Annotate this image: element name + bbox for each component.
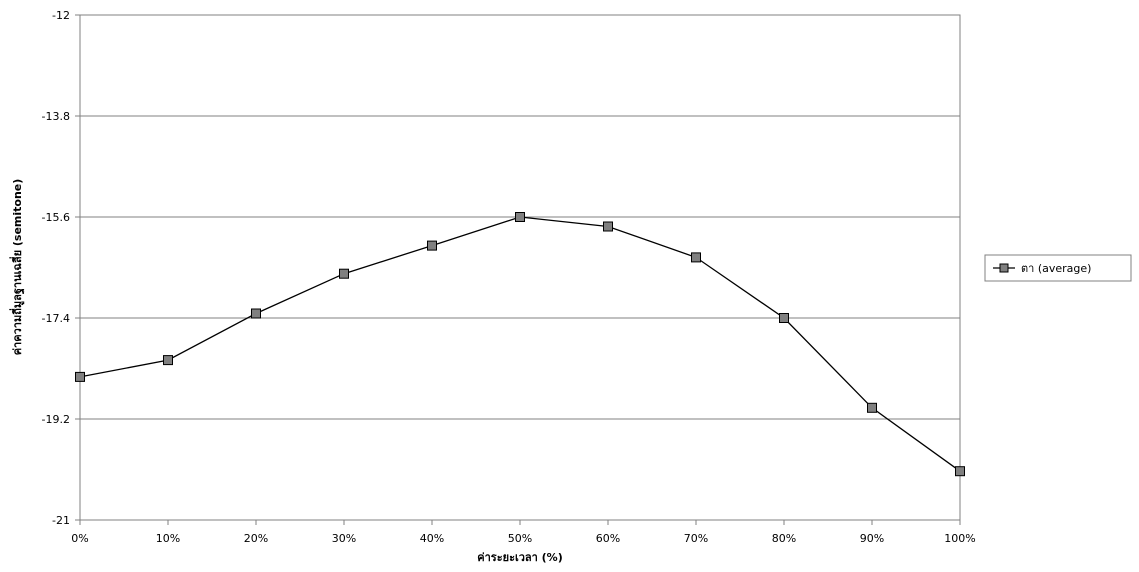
data-point: [867, 402, 877, 413]
x-tick-label: 80%: [772, 532, 796, 545]
data-point: [955, 466, 965, 477]
data-point: [339, 268, 349, 279]
data-point: [251, 308, 261, 319]
legend: ตา (average): [984, 254, 1132, 282]
data-point: [603, 221, 613, 232]
data-point: [515, 212, 525, 222]
y-tick-label: -17.4: [42, 312, 70, 325]
series-group: [75, 212, 965, 477]
x-tick-label: 100%: [944, 532, 975, 545]
legend-label: ตา (average): [1021, 262, 1091, 275]
data-point: [779, 313, 789, 323]
y-axis-title: ค่าความถี่มูลฐานเฉลี่ย (semitone): [9, 179, 25, 356]
y-tick-label: -21: [52, 514, 70, 527]
x-axis-title: ค่าระยะเวลา (%): [477, 551, 562, 564]
x-tick-label: 60%: [596, 532, 620, 545]
x-tick-label: 30%: [332, 532, 356, 545]
x-tick-label: 40%: [420, 532, 444, 545]
x-tick-label: 50%: [508, 532, 532, 545]
data-point: [163, 355, 173, 366]
data-point: [691, 252, 701, 263]
x-tick-label: 70%: [684, 532, 708, 545]
y-axis-tick-labels: -12 -13.8 -15.6 -17.4 -19.2 -21: [42, 9, 80, 527]
x-tick-label: 10%: [156, 532, 180, 545]
x-tick-label: 20%: [244, 532, 268, 545]
legend-marker: [999, 263, 1009, 273]
y-tick-label: -12: [52, 9, 70, 22]
data-point: [427, 240, 437, 251]
y-tick-label: -15.6: [42, 211, 70, 224]
data-point: [75, 371, 85, 382]
plot-area: [79, 14, 961, 521]
y-tick-label: -19.2: [42, 413, 70, 426]
x-tick-label: 90%: [860, 532, 884, 545]
y-tick-label: -13.8: [42, 110, 70, 123]
x-axis-tick-labels: 0% 10% 20% 30% 40% 50% 60% 70% 80% 90% 100%: [71, 520, 976, 545]
gridlines: [80, 115, 960, 420]
x-tick-label: 0%: [71, 532, 88, 545]
